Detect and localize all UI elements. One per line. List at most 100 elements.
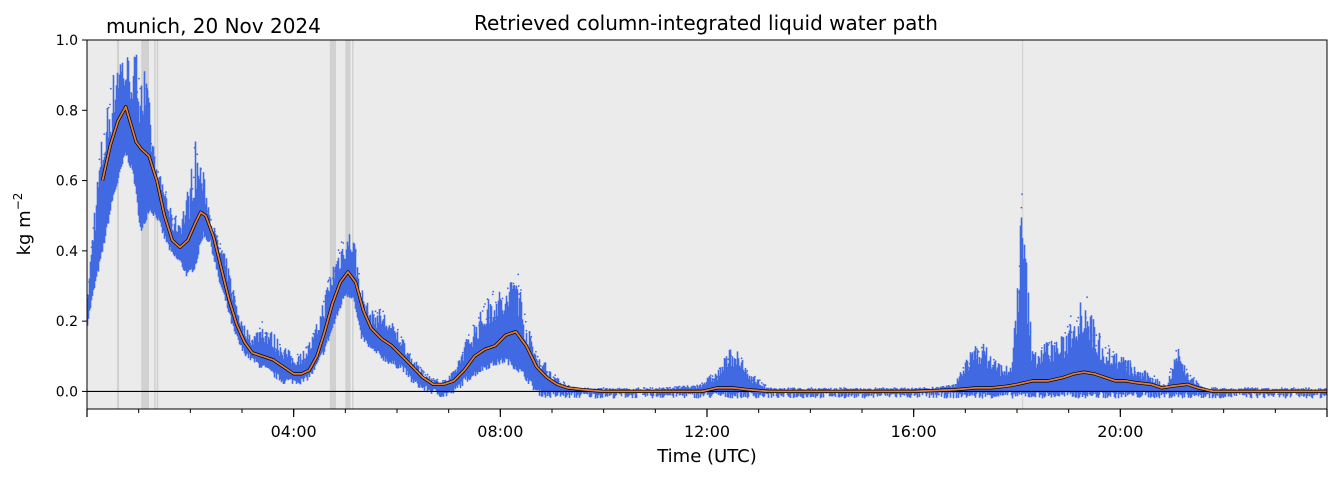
raw-retrieval-point — [296, 353, 299, 356]
raw-retrieval-point — [322, 300, 325, 303]
raw-retrieval-point — [484, 303, 486, 305]
raw-retrieval-point — [1201, 391, 1203, 394]
raw-retrieval-point — [701, 382, 703, 385]
raw-retrieval-point — [646, 388, 649, 391]
raw-retrieval-point — [349, 288, 351, 290]
raw-retrieval-point — [1129, 387, 1131, 390]
raw-retrieval-point — [432, 378, 435, 380]
raw-retrieval-point — [130, 92, 133, 94]
raw-retrieval-point — [1317, 388, 1320, 390]
raw-retrieval-point — [1144, 370, 1146, 373]
raw-retrieval-point — [1125, 366, 1128, 369]
raw-retrieval-point — [518, 293, 520, 295]
raw-retrieval-point — [678, 388, 680, 391]
y-axis-label: kg m−2 — [11, 193, 35, 256]
raw-retrieval-point — [107, 106, 110, 109]
raw-retrieval-point — [1111, 355, 1113, 358]
raw-retrieval-point — [1079, 323, 1081, 326]
raw-retrieval-point — [540, 365, 542, 367]
raw-retrieval-point — [433, 381, 436, 383]
raw-retrieval-point — [745, 373, 748, 376]
raw-retrieval-point — [823, 387, 826, 390]
raw-retrieval-point — [467, 350, 470, 353]
raw-retrieval-point — [513, 321, 516, 324]
raw-retrieval-point — [264, 332, 267, 335]
raw-retrieval-point — [1215, 393, 1218, 396]
raw-retrieval-point — [1098, 339, 1101, 341]
raw-retrieval-point — [992, 364, 994, 367]
raw-retrieval-point — [535, 369, 538, 372]
raw-retrieval-point — [441, 380, 444, 382]
raw-retrieval-point — [1083, 332, 1086, 335]
raw-retrieval-point — [491, 293, 494, 296]
raw-retrieval-point — [97, 249, 100, 252]
raw-retrieval-point — [863, 393, 865, 396]
raw-retrieval-point — [246, 333, 249, 336]
raw-retrieval-point — [297, 357, 300, 360]
raw-retrieval-point — [206, 210, 209, 213]
raw-retrieval-point — [486, 298, 489, 301]
raw-retrieval-point — [294, 364, 297, 367]
raw-retrieval-point — [312, 332, 315, 335]
raw-retrieval-point — [484, 352, 487, 355]
raw-retrieval-point — [266, 333, 269, 335]
raw-retrieval-point — [324, 318, 327, 321]
raw-retrieval-point — [472, 348, 474, 350]
raw-retrieval-point — [1178, 376, 1181, 379]
plot-background — [87, 40, 1327, 409]
raw-retrieval-point — [702, 384, 704, 387]
raw-retrieval-point — [472, 345, 475, 347]
raw-retrieval-point — [361, 290, 364, 293]
raw-retrieval-point — [109, 103, 111, 106]
raw-retrieval-point — [501, 297, 504, 300]
raw-retrieval-point — [119, 79, 121, 81]
raw-retrieval-point — [216, 235, 219, 238]
raw-retrieval-point — [299, 359, 302, 362]
raw-retrieval-point — [1010, 381, 1012, 384]
raw-retrieval-point — [1256, 387, 1259, 390]
raw-retrieval-point — [924, 387, 926, 390]
raw-retrieval-point — [1104, 346, 1107, 349]
raw-retrieval-point — [1113, 382, 1116, 385]
raw-retrieval-point — [1129, 360, 1132, 362]
raw-retrieval-point — [1238, 392, 1241, 395]
raw-retrieval-point — [274, 347, 277, 350]
raw-retrieval-point — [116, 133, 119, 136]
raw-retrieval-point — [325, 340, 328, 342]
raw-retrieval-point — [1095, 334, 1098, 337]
raw-retrieval-point — [1100, 365, 1103, 368]
raw-retrieval-point — [817, 388, 820, 390]
raw-retrieval-point — [103, 133, 106, 136]
raw-retrieval-point — [191, 188, 194, 190]
raw-retrieval-point — [1186, 377, 1189, 380]
raw-retrieval-point — [658, 387, 661, 389]
raw-retrieval-point — [735, 370, 738, 373]
raw-retrieval-point — [712, 378, 715, 381]
raw-retrieval-point — [119, 146, 122, 149]
raw-retrieval-point — [749, 382, 752, 384]
raw-retrieval-point — [185, 219, 188, 221]
raw-retrieval-point — [303, 360, 306, 363]
raw-retrieval-point — [146, 87, 149, 90]
raw-retrieval-point — [544, 384, 546, 387]
raw-retrieval-point — [250, 340, 253, 343]
raw-retrieval-point — [562, 381, 565, 383]
raw-retrieval-point — [1237, 388, 1240, 390]
raw-retrieval-point — [342, 242, 345, 244]
raw-retrieval-point — [1169, 371, 1171, 374]
raw-retrieval-point — [844, 387, 847, 390]
raw-retrieval-point — [643, 387, 646, 389]
raw-retrieval-point — [940, 386, 943, 389]
raw-retrieval-point — [599, 388, 602, 390]
flagged-period — [352, 40, 354, 409]
raw-retrieval-point — [378, 311, 381, 314]
raw-retrieval-point — [590, 393, 593, 395]
raw-retrieval-point — [711, 375, 714, 377]
raw-retrieval-point — [109, 87, 112, 90]
raw-retrieval-point — [133, 118, 136, 121]
raw-retrieval-point — [669, 386, 671, 389]
raw-retrieval-point — [334, 269, 336, 272]
raw-retrieval-point — [1048, 383, 1051, 385]
raw-retrieval-point — [900, 387, 903, 390]
raw-retrieval-point — [1010, 376, 1012, 378]
